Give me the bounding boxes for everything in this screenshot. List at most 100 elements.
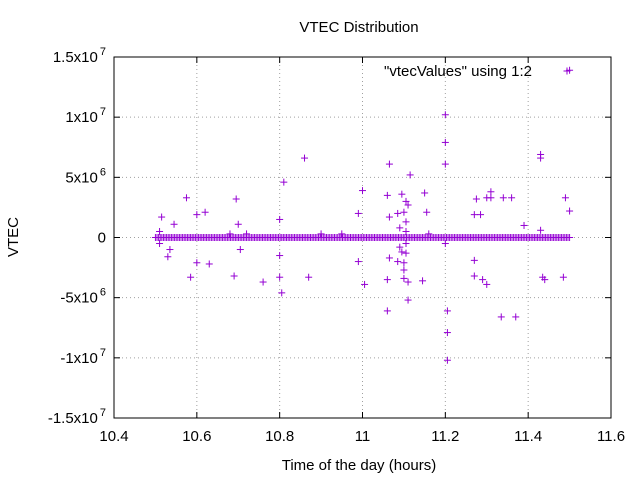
data-point xyxy=(166,246,174,254)
data-point xyxy=(441,240,449,248)
data-point xyxy=(385,160,393,168)
axis-ticks xyxy=(113,56,612,419)
data-point xyxy=(359,187,366,195)
data-point xyxy=(232,195,240,203)
data-point xyxy=(477,211,485,219)
data-point xyxy=(158,213,166,221)
data-point xyxy=(383,191,391,199)
x-tick-label: 10.8 xyxy=(265,428,294,445)
data-point xyxy=(276,215,284,223)
data-point xyxy=(354,209,362,217)
data-point xyxy=(470,272,478,280)
data-point xyxy=(193,211,201,219)
data-point xyxy=(402,197,410,205)
data-point xyxy=(280,178,288,186)
data-point xyxy=(234,220,242,228)
data-point xyxy=(483,280,491,288)
data-point xyxy=(479,276,487,284)
data-point xyxy=(396,243,404,251)
x-tick-label: 11 xyxy=(355,428,371,445)
data-point xyxy=(396,224,404,232)
y-tick-label: 1x10 7 xyxy=(65,106,106,126)
data-point xyxy=(385,254,393,262)
x-axis-label: Time of the day (hours) xyxy=(282,457,437,474)
y-tick-labels: 1.5x10 7 1x10 7 5x10 6 0 -5x10 6 -1x10 7 -1.5x10 7 xyxy=(48,46,106,427)
data-point xyxy=(187,273,195,281)
chart-title: VTEC Distribution xyxy=(299,19,418,36)
data-points xyxy=(151,66,574,364)
data-point xyxy=(301,154,309,162)
x-tick-label: 10.6 xyxy=(182,428,211,445)
data-point xyxy=(317,230,325,238)
y-tick-label: -1.5x10 7 xyxy=(48,407,106,427)
data-point xyxy=(537,226,545,234)
y-tick-label: 0 xyxy=(98,230,106,247)
x-tick-label: 11.6 xyxy=(597,428,625,445)
data-point xyxy=(398,190,406,198)
data-point xyxy=(402,249,410,257)
data-point xyxy=(243,230,251,238)
data-point xyxy=(419,277,427,285)
data-point xyxy=(520,221,528,229)
data-point xyxy=(497,313,505,321)
data-point xyxy=(383,276,391,284)
data-point xyxy=(230,272,238,280)
x-tick-label: 10.4 xyxy=(99,428,128,445)
data-point xyxy=(487,188,495,196)
data-point xyxy=(559,273,567,281)
legend-marker-plus xyxy=(563,67,571,75)
data-point xyxy=(441,138,449,146)
data-point xyxy=(201,208,209,216)
data-point xyxy=(259,278,267,286)
y-tick-label: -5x10 6 xyxy=(60,287,106,307)
data-point xyxy=(443,356,451,364)
data-point xyxy=(421,189,429,197)
legend-label: "vtecValues" using 1:2 xyxy=(384,63,532,80)
data-point xyxy=(561,194,569,202)
x-tick-labels: 10.4 10.6 10.8 11 11.2 11.4 11.6 xyxy=(99,428,625,445)
data-point xyxy=(404,296,412,304)
data-point xyxy=(226,230,234,238)
data-point xyxy=(402,227,410,235)
data-point xyxy=(400,259,408,267)
legend: "vtecValues" using 1:2 xyxy=(384,63,571,80)
data-point xyxy=(406,171,414,179)
data-point xyxy=(400,266,408,274)
y-axis-label: VTEC xyxy=(5,217,22,257)
data-point xyxy=(398,248,406,256)
data-point xyxy=(193,259,201,267)
y-tick-label: 5x10 6 xyxy=(65,166,106,186)
data-point xyxy=(400,208,408,216)
data-point xyxy=(338,230,346,238)
data-point xyxy=(472,195,480,203)
data-point xyxy=(170,220,178,228)
data-point xyxy=(402,218,410,226)
data-point xyxy=(512,313,520,321)
data-point xyxy=(402,240,410,248)
data-point xyxy=(354,258,362,266)
data-point xyxy=(443,307,451,315)
data-point xyxy=(182,194,190,202)
data-point xyxy=(156,227,164,235)
data-point xyxy=(441,111,449,119)
data-point xyxy=(394,258,402,266)
data-point xyxy=(423,208,431,216)
data-point xyxy=(305,273,313,281)
data-point xyxy=(205,260,213,268)
x-tick-label: 11.2 xyxy=(431,428,459,445)
data-point xyxy=(276,252,284,260)
data-point xyxy=(385,213,393,221)
data-point xyxy=(404,278,412,286)
data-point xyxy=(470,211,478,219)
data-point xyxy=(441,160,449,168)
data-point xyxy=(470,256,478,264)
data-point xyxy=(276,273,284,281)
x-tick-label: 11.4 xyxy=(514,428,542,445)
data-point xyxy=(541,276,549,284)
data-point xyxy=(236,246,244,254)
y-tick-label: 1.5x10 7 xyxy=(53,46,106,66)
data-point xyxy=(400,274,408,282)
data-point xyxy=(278,289,286,297)
data-point xyxy=(537,154,545,162)
data-point xyxy=(394,209,402,217)
